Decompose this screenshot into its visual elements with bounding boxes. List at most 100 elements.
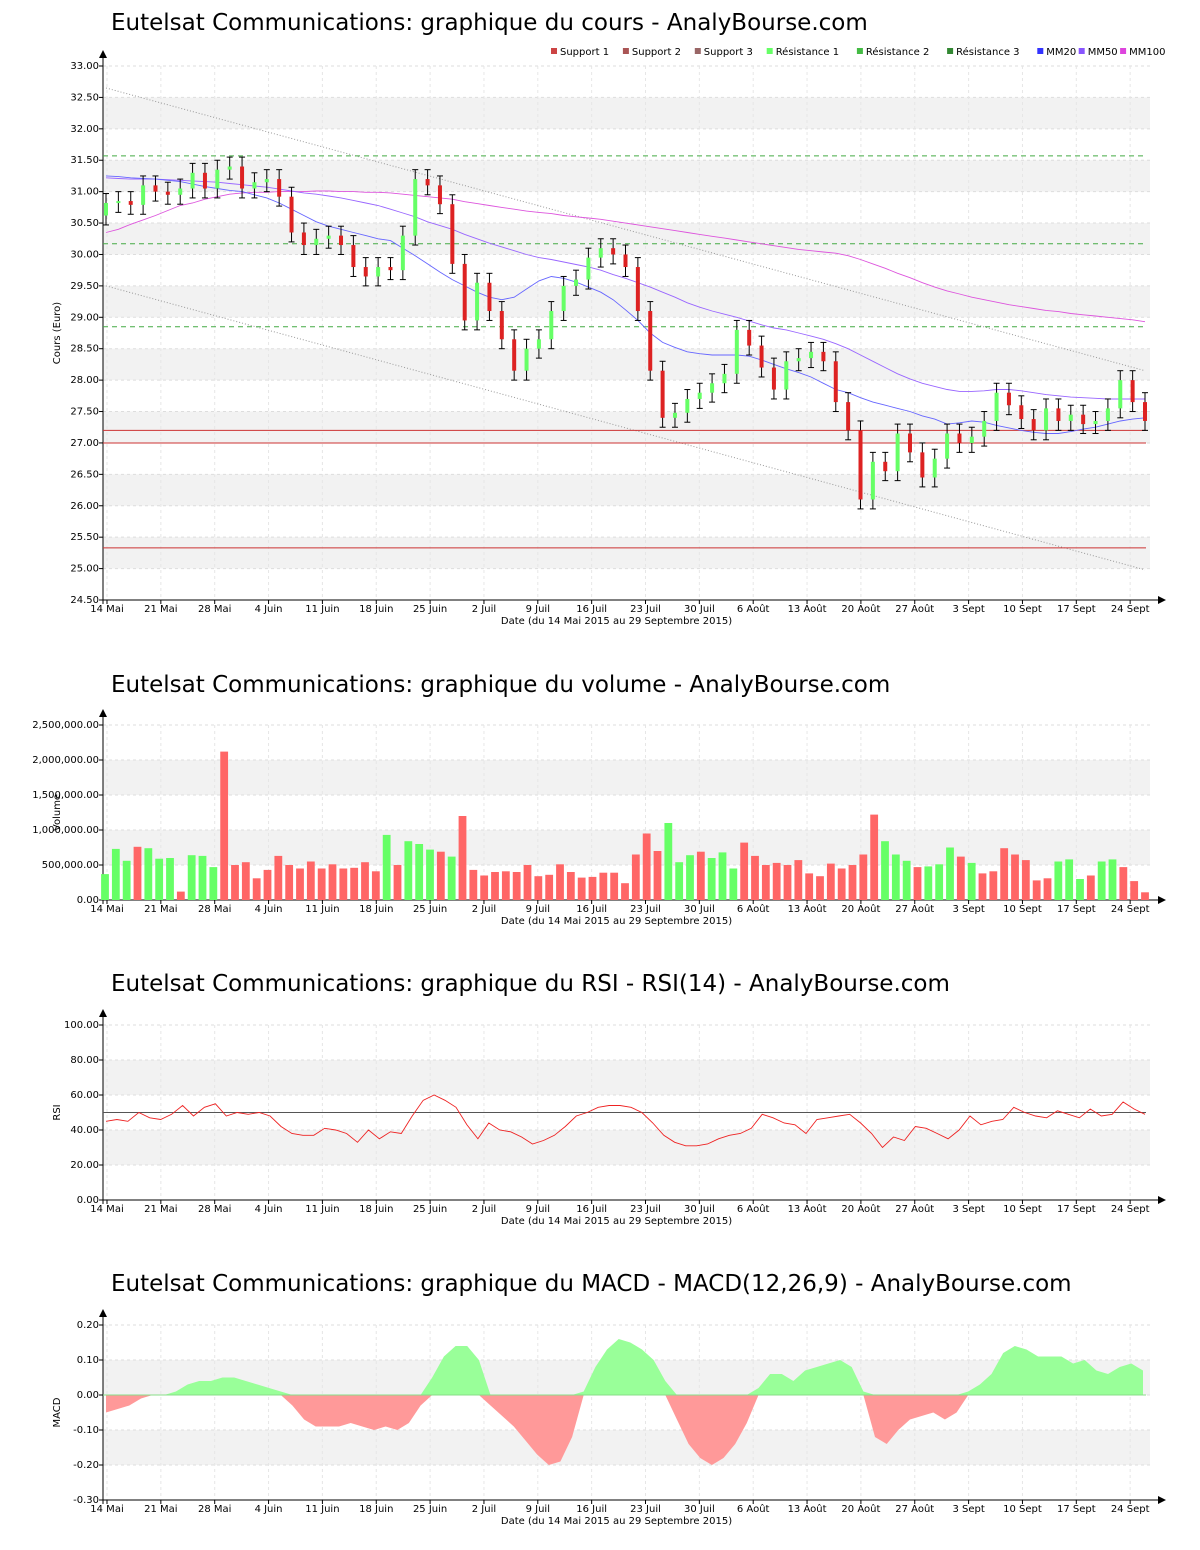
volume-bar bbox=[599, 872, 608, 900]
candle-down bbox=[363, 267, 368, 277]
candle-down bbox=[512, 339, 517, 371]
candle-down bbox=[1056, 408, 1061, 421]
volume-bar bbox=[848, 865, 857, 900]
volume-bar bbox=[122, 860, 131, 900]
volume-bar bbox=[740, 842, 749, 900]
volume-bar bbox=[350, 867, 359, 900]
volume-bar bbox=[1043, 878, 1052, 900]
macd-ytick-label: -0.10 bbox=[73, 1425, 99, 1436]
volume-xtick-label: 18 Juin bbox=[359, 904, 393, 915]
candle-up bbox=[264, 179, 269, 183]
price-ytick-label: 26.50 bbox=[70, 469, 99, 480]
legend-label-5: Résistance 3 bbox=[956, 46, 1019, 58]
price-xtick-label: 24 Sept bbox=[1111, 604, 1150, 615]
volume-bar bbox=[111, 848, 120, 900]
volume-bar bbox=[534, 876, 543, 900]
candle-up bbox=[141, 185, 146, 205]
volume-bar bbox=[577, 877, 586, 900]
volume-bar bbox=[1011, 854, 1019, 900]
legend-swatch bbox=[766, 48, 773, 54]
candle-up bbox=[809, 351, 814, 359]
price-chart-title: Eutelsat Communications: graphique du co… bbox=[111, 10, 868, 36]
volume-xtick-label: 17 Sept bbox=[1057, 904, 1096, 915]
volume-bar bbox=[404, 841, 413, 900]
volume-bar bbox=[653, 851, 662, 900]
rsi-band bbox=[103, 1130, 1150, 1165]
candle-down bbox=[202, 172, 207, 189]
candle-down bbox=[1143, 402, 1147, 421]
candle-up bbox=[697, 392, 702, 399]
rsi-ytick-label: 0.00 bbox=[77, 1195, 99, 1206]
volume-ytick-label: 500,000.00 bbox=[42, 860, 99, 871]
volume-bar bbox=[610, 872, 619, 900]
candle-down bbox=[771, 367, 776, 390]
volume-bar bbox=[469, 869, 478, 900]
legend-label-1: Support 2 bbox=[632, 47, 681, 58]
volume-bar bbox=[902, 860, 911, 900]
candle-up bbox=[994, 392, 999, 421]
volume-ytick-label: 1,000,000.00 bbox=[32, 825, 99, 836]
volume-bar bbox=[588, 876, 597, 900]
price-band bbox=[103, 474, 1150, 506]
legend-label-3: Résistance 1 bbox=[776, 46, 839, 58]
legend-swatch bbox=[947, 48, 954, 54]
candle-up bbox=[104, 202, 108, 216]
rsi-xtick-label: 28 Mai bbox=[198, 1204, 231, 1215]
macd-ytick-label: 0.20 bbox=[77, 1320, 99, 1331]
candle-up bbox=[376, 267, 381, 277]
legend-swatch bbox=[551, 48, 557, 54]
price-ytick-label: 32.50 bbox=[70, 92, 99, 103]
volume-bar bbox=[870, 814, 879, 900]
candle-down bbox=[846, 402, 851, 431]
volume-bar bbox=[989, 871, 998, 900]
macd-ytick-label: -0.20 bbox=[73, 1460, 99, 1471]
candle-up bbox=[116, 201, 121, 204]
price-x-axis-arrow bbox=[1158, 596, 1166, 604]
candle-down bbox=[450, 204, 455, 264]
macd-xtick-label: 20 Août bbox=[841, 1503, 880, 1515]
volume-bar bbox=[956, 856, 965, 900]
volume-bar bbox=[1130, 881, 1139, 900]
candle-down bbox=[499, 311, 504, 340]
macd-y-axis-title: MACD bbox=[52, 1397, 63, 1427]
volume-xtick-label: 28 Mai bbox=[198, 904, 231, 915]
volume-bar bbox=[675, 862, 684, 900]
price-xtick-label: 13 Août bbox=[788, 603, 827, 615]
volume-bar bbox=[436, 851, 445, 900]
rsi-ytick-label: 80.00 bbox=[70, 1055, 99, 1066]
candle-up bbox=[190, 172, 195, 189]
price-ytick-label: 31.00 bbox=[70, 187, 99, 198]
volume-bar bbox=[458, 816, 467, 900]
volume-xtick-label: 13 Août bbox=[788, 903, 827, 915]
candle-up bbox=[722, 373, 727, 384]
price-band bbox=[103, 223, 1150, 255]
rsi-xtick-label: 25 Juin bbox=[413, 1204, 447, 1215]
volume-bar bbox=[144, 848, 153, 900]
rsi-xtick-label: 11 Juin bbox=[305, 1204, 339, 1215]
rsi-xtick-label: 3 Sept bbox=[952, 1204, 984, 1215]
macd-y-axis-arrow bbox=[99, 1309, 107, 1317]
candle-up bbox=[734, 329, 739, 374]
rsi-xtick-label: 16 Juil bbox=[576, 1204, 607, 1215]
volume-bar bbox=[718, 852, 727, 900]
rsi-y-axis-title: RSI bbox=[52, 1104, 63, 1120]
volume-bar bbox=[231, 865, 239, 900]
macd-xtick-label: 23 Juil bbox=[630, 1504, 661, 1515]
price-ytick-label: 24.50 bbox=[70, 595, 99, 606]
volume-bar bbox=[263, 869, 272, 900]
candle-down bbox=[165, 191, 170, 195]
volume-bar bbox=[285, 865, 294, 900]
rsi-xtick-label: 23 Juil bbox=[630, 1204, 661, 1215]
volume-bar bbox=[881, 841, 889, 900]
price-ytick-label: 32.00 bbox=[70, 124, 99, 135]
volume-ytick-label: 1,500,000.00 bbox=[32, 790, 99, 801]
volume-x-axis-arrow bbox=[1158, 896, 1166, 904]
macd-xtick-label: 25 Juin bbox=[413, 1504, 447, 1515]
candle-down bbox=[487, 282, 492, 312]
volume-bar bbox=[415, 844, 424, 900]
price-band bbox=[103, 537, 1150, 569]
volume-bar bbox=[1097, 861, 1106, 900]
price-ytick-label: 27.00 bbox=[70, 438, 99, 449]
price-ytick-label: 29.50 bbox=[70, 281, 99, 292]
volume-xtick-label: 27 Août bbox=[895, 903, 934, 915]
